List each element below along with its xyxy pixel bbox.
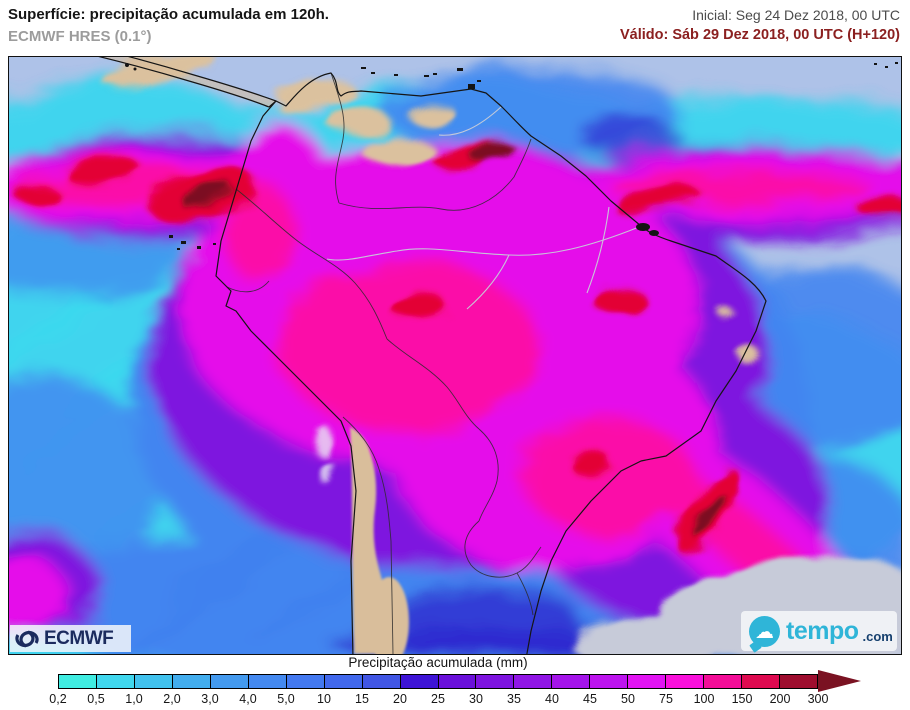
precipitation-field <box>9 57 901 654</box>
legend-tick-label: 40 <box>545 692 559 706</box>
legend-color-cell <box>475 675 514 688</box>
legend-tick-label: 1,0 <box>125 692 143 706</box>
legend-tick-label: 45 <box>583 692 597 706</box>
country-borders <box>226 72 542 654</box>
legend-tick-label: 0,2 <box>49 692 67 706</box>
legend-tick-label: 15 <box>355 692 369 706</box>
legend-tick-label: 200 <box>769 692 791 706</box>
legend-tick-label: 100 <box>693 692 715 706</box>
legend-colorbar-arrow <box>818 670 861 692</box>
legend-color-cell <box>703 675 742 688</box>
legend-color-cell <box>589 675 628 688</box>
legend-tick-label: 20 <box>393 692 407 706</box>
legend-tick-label: 5,0 <box>277 692 295 706</box>
legend-tick-row: 0,2 0,5 1,0 2,0 3,0 4,0 5,0 10 15 20 25 30 35 40 45 50 7… <box>49 692 828 708</box>
legend-tick-label: 4,0 <box>239 692 257 706</box>
legend-tick-label: 10 <box>317 692 331 706</box>
legend-tick-label: 75 <box>659 692 673 706</box>
legend-color-cell <box>665 675 704 688</box>
legend-color-cell <box>247 675 286 688</box>
legend-color-cell <box>551 675 590 688</box>
legend-color-cell <box>627 675 666 688</box>
legend-color-cell <box>95 675 134 688</box>
cloud-speech-bubble-icon <box>749 615 780 648</box>
legend-tick-label: 150 <box>731 692 753 706</box>
legend-color-cell <box>133 675 172 688</box>
legend-color-cell <box>59 675 96 688</box>
legend-color-cell <box>209 675 248 688</box>
ecmwf-logo: ECMWF <box>10 625 131 652</box>
map-canvas <box>9 57 901 654</box>
islands <box>125 62 898 250</box>
legend-tick-label: 30 <box>469 692 483 706</box>
tempo-logo-name: tempo <box>786 617 859 645</box>
legend-colorbar <box>58 674 818 689</box>
page-title: Superfície: precipitação acumulada em 12… <box>8 6 329 23</box>
legend-color-cell <box>285 675 324 688</box>
rivers <box>326 106 640 310</box>
model-subtitle: ECMWF HRES (0.1°) <box>8 28 152 45</box>
legend-color-cell <box>741 675 780 688</box>
legend-color-cell <box>437 675 476 688</box>
legend-color-cell <box>399 675 438 688</box>
ecmwf-rings-icon <box>15 629 39 648</box>
legend-tick-label: 3,0 <box>201 692 219 706</box>
tempo-logo: tempo .com <box>741 611 897 651</box>
legend-color-cell <box>361 675 400 688</box>
legend-color-cell <box>323 675 362 688</box>
legend-tick-label: 2,0 <box>163 692 181 706</box>
tempo-logo-tld: .com <box>862 629 893 644</box>
atacama-dry-strip <box>350 427 409 654</box>
valid-time-label: Válido: Sáb 29 Dez 2018, 00 UTC (H+120) <box>619 27 900 43</box>
legend-color-cell <box>513 675 552 688</box>
ecmwf-logo-text: ECMWF <box>44 627 114 649</box>
legend-tick-label: 35 <box>507 692 521 706</box>
legend-tick-label: 0,5 <box>87 692 105 706</box>
legend-tick-label: 50 <box>621 692 635 706</box>
legend-color-cell <box>171 675 210 688</box>
legend-title: Precipitação acumulada (mm) <box>348 655 528 670</box>
legend-tick-label: 300 <box>807 692 829 706</box>
legend-tick-label: 25 <box>431 692 445 706</box>
init-time-label: Inicial: Seg 24 Dez 2018, 00 UTC <box>692 7 900 23</box>
legend-color-cell <box>779 675 818 688</box>
precipitation-map: ECMWF tempo .com <box>8 56 902 655</box>
